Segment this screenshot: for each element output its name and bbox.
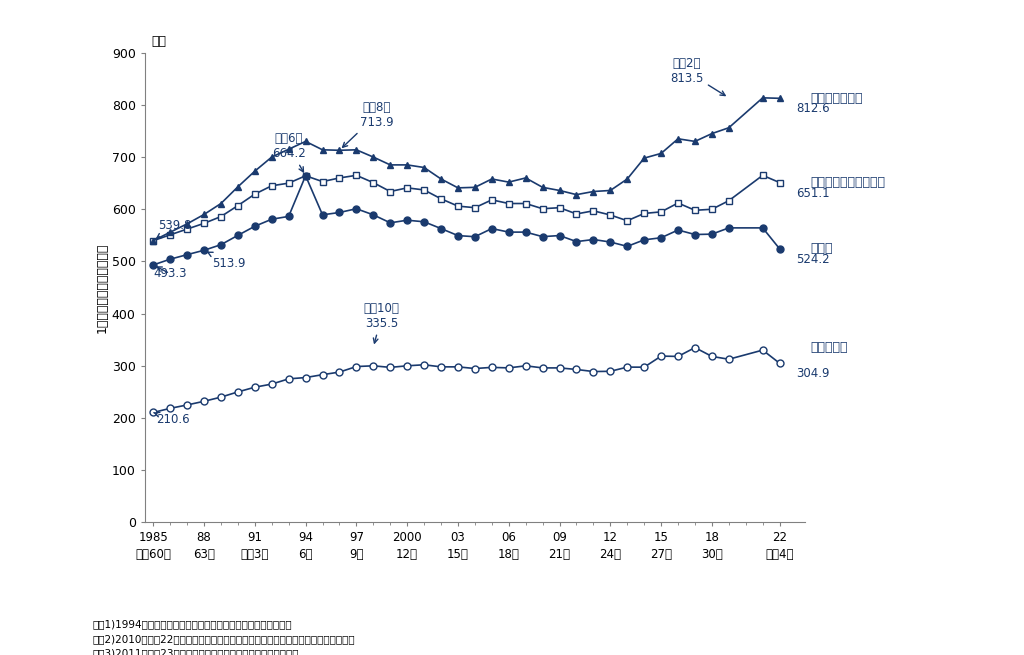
Text: 高齢者世帯: 高齢者世帯	[810, 341, 848, 354]
Text: 万円: 万円	[152, 35, 166, 48]
Text: 児童のいる世帯: 児童のいる世帯	[810, 92, 862, 105]
Text: 304.9: 304.9	[797, 367, 830, 380]
Text: 平成8年
713.9: 平成8年 713.9	[343, 101, 393, 147]
Text: 513.9: 513.9	[208, 252, 246, 270]
Text: 令和2年
813.5: 令和2年 813.5	[670, 58, 725, 96]
Text: 平成10年
335.5: 平成10年 335.5	[364, 302, 399, 343]
Text: 651.1: 651.1	[797, 187, 830, 200]
Text: 493.3: 493.3	[154, 267, 186, 280]
Text: 平成6年
664.2: 平成6年 664.2	[271, 132, 305, 172]
Text: 高齢者世帯以外の世帯: 高齢者世帯以外の世帯	[810, 176, 885, 189]
Text: 812.6: 812.6	[797, 102, 830, 115]
Text: 210.6: 210.6	[154, 413, 190, 426]
Text: 1世帯当たり平均所得金額: 1世帯当たり平均所得金額	[95, 242, 109, 333]
Text: 524.2: 524.2	[797, 253, 830, 266]
Text: 539.8: 539.8	[157, 219, 191, 238]
Text: 全世帯: 全世帯	[810, 242, 833, 255]
Text: 注：1)1994（平成６）年の数値は、兵庫県を除いたものである。
　　2)2010（平成22）年の数値は、岩手県、宮城県及び福島県を除いたものである。
　　3): 注：1)1994（平成６）年の数値は、兵庫県を除いたものである。 2)2010（…	[92, 619, 355, 655]
